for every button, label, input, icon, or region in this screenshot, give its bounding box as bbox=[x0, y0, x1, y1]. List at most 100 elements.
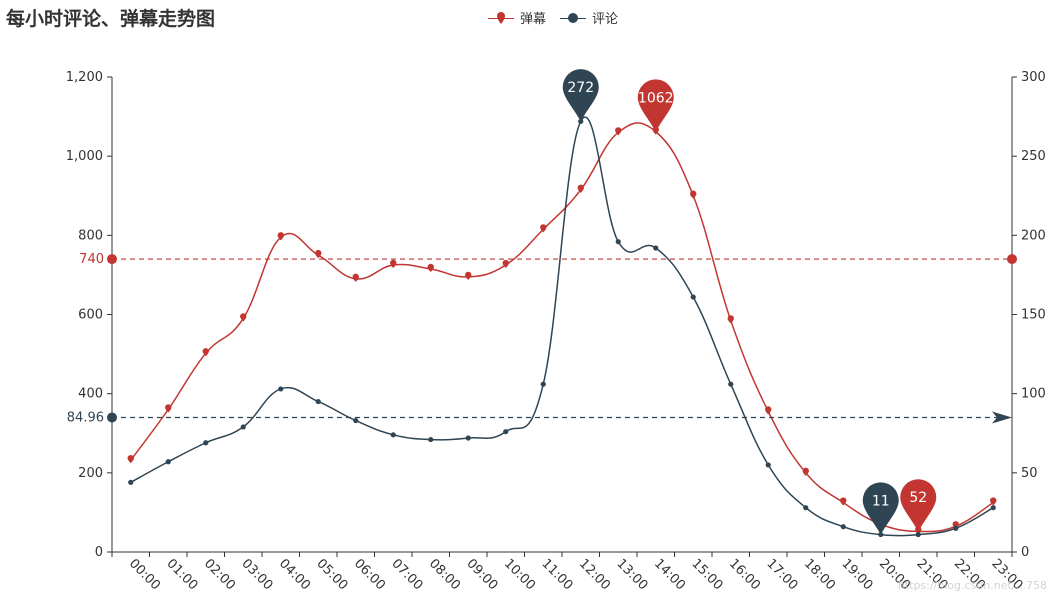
data-point-pin bbox=[615, 127, 622, 136]
data-point bbox=[615, 239, 621, 245]
data-point-pin bbox=[277, 232, 284, 241]
y-right-tick-label: 50 bbox=[1021, 466, 1038, 481]
data-point bbox=[690, 294, 696, 300]
watermark: https://blog.csdn.net/...758 bbox=[897, 579, 1047, 592]
data-point-pin bbox=[502, 259, 509, 269]
data-point bbox=[353, 417, 359, 424]
legend-item-comments[interactable]: 评论 bbox=[560, 8, 618, 27]
data-point-pin bbox=[765, 406, 772, 415]
data-point-pin bbox=[165, 404, 172, 413]
data-point bbox=[278, 386, 284, 392]
markpoint-min-label: 52 bbox=[909, 490, 927, 506]
data-point-pin bbox=[240, 313, 247, 322]
data-point bbox=[653, 245, 659, 251]
data-point bbox=[315, 398, 321, 405]
average-markline-label: 740 bbox=[79, 252, 104, 267]
x-tick-label: 14:00 bbox=[651, 556, 688, 593]
x-tick-label: 18:00 bbox=[801, 556, 838, 593]
data-point bbox=[128, 479, 134, 485]
series-line-0 bbox=[130, 122, 994, 533]
markline-end-arrow bbox=[992, 411, 1012, 424]
y-right-tick-label: 250 bbox=[1021, 149, 1046, 164]
data-point bbox=[803, 505, 809, 511]
chart-title: 每小时评论、弹幕走势图 bbox=[6, 8, 216, 30]
data-point bbox=[390, 432, 396, 438]
data-point bbox=[953, 525, 959, 531]
x-tick-label: 08:00 bbox=[426, 556, 463, 593]
pin-marker-icon bbox=[488, 11, 514, 25]
average-markline-label: 84.96 bbox=[67, 410, 104, 425]
x-tick-label: 15:00 bbox=[688, 556, 725, 593]
x-tick-label: 02:00 bbox=[201, 556, 238, 593]
x-tick-label: 12:00 bbox=[576, 556, 613, 593]
markpoint-max-label: 272 bbox=[567, 80, 594, 96]
data-point-pin bbox=[727, 315, 734, 324]
x-tick-label: 04:00 bbox=[276, 556, 313, 593]
data-point bbox=[878, 531, 884, 538]
markpoint-max-pin bbox=[637, 79, 674, 132]
data-point-pin bbox=[540, 224, 547, 233]
data-point-pin bbox=[127, 454, 134, 464]
markline-end-dot bbox=[1007, 254, 1017, 265]
markpoint-min-pin bbox=[862, 482, 899, 535]
data-point-pin bbox=[840, 497, 847, 506]
y-left-tick-label: 600 bbox=[78, 308, 103, 323]
data-point-pin bbox=[802, 467, 809, 476]
y-right-tick-label: 200 bbox=[1021, 228, 1046, 243]
markpoint-min-pin bbox=[900, 479, 937, 532]
y-left-tick-label: 400 bbox=[78, 387, 103, 402]
markpoint-min-label: 11 bbox=[872, 493, 890, 509]
x-tick-label: 19:00 bbox=[838, 556, 875, 593]
data-point-pin bbox=[577, 184, 584, 193]
data-point bbox=[990, 505, 996, 511]
data-point-pin bbox=[427, 263, 434, 272]
y-left-tick-label: 0 bbox=[95, 545, 103, 560]
markpoint-max-label: 1062 bbox=[638, 90, 674, 106]
y-left-tick-label: 800 bbox=[78, 228, 103, 243]
x-tick-label: 17:00 bbox=[763, 556, 800, 593]
circle-marker-icon bbox=[560, 11, 587, 25]
data-point bbox=[840, 524, 846, 530]
data-point bbox=[728, 381, 734, 387]
markline-start-dot bbox=[107, 412, 117, 423]
data-point bbox=[240, 424, 246, 430]
markpoint-max-pin bbox=[562, 69, 599, 122]
x-tick-label: 01:00 bbox=[163, 556, 200, 593]
x-tick-label: 00:00 bbox=[126, 556, 163, 593]
series-line-1 bbox=[130, 116, 994, 537]
data-point-pin bbox=[690, 190, 697, 199]
data-point-pin bbox=[990, 497, 997, 506]
x-tick-label: 16:00 bbox=[726, 556, 763, 593]
data-point-pin bbox=[465, 271, 472, 280]
data-point-pin bbox=[315, 249, 322, 259]
legend: 弹幕 评论 bbox=[488, 8, 618, 27]
legend-label-comments: 评论 bbox=[592, 12, 619, 27]
y-right-tick-label: 300 bbox=[1021, 70, 1046, 85]
x-tick-label: 03:00 bbox=[238, 556, 275, 593]
y-right-tick-label: 100 bbox=[1021, 387, 1046, 402]
data-point bbox=[428, 436, 434, 443]
x-tick-label: 06:00 bbox=[351, 556, 388, 593]
x-tick-label: 09:00 bbox=[463, 556, 500, 593]
y-right-tick-label: 150 bbox=[1021, 308, 1046, 323]
data-point bbox=[540, 381, 546, 387]
y-right-tick-label: 0 bbox=[1021, 545, 1029, 560]
x-tick-label: 05:00 bbox=[313, 556, 350, 593]
y-left-tick-label: 200 bbox=[78, 466, 103, 481]
data-point bbox=[165, 459, 171, 465]
legend-item-danmu[interactable]: 弹幕 bbox=[488, 8, 546, 27]
y-left-tick-label: 1,000 bbox=[66, 149, 103, 164]
data-point bbox=[465, 435, 471, 441]
data-point bbox=[765, 462, 771, 468]
data-point-pin bbox=[202, 348, 209, 357]
x-tick-label: 11:00 bbox=[538, 556, 575, 593]
data-point bbox=[503, 429, 509, 435]
x-tick-label: 07:00 bbox=[388, 556, 425, 593]
x-tick-label: 13:00 bbox=[613, 556, 650, 593]
x-tick-label: 10:00 bbox=[501, 556, 538, 593]
data-point bbox=[915, 531, 921, 538]
markline-start-dot bbox=[107, 254, 117, 265]
data-point-pin bbox=[390, 259, 397, 269]
data-point bbox=[203, 440, 209, 446]
